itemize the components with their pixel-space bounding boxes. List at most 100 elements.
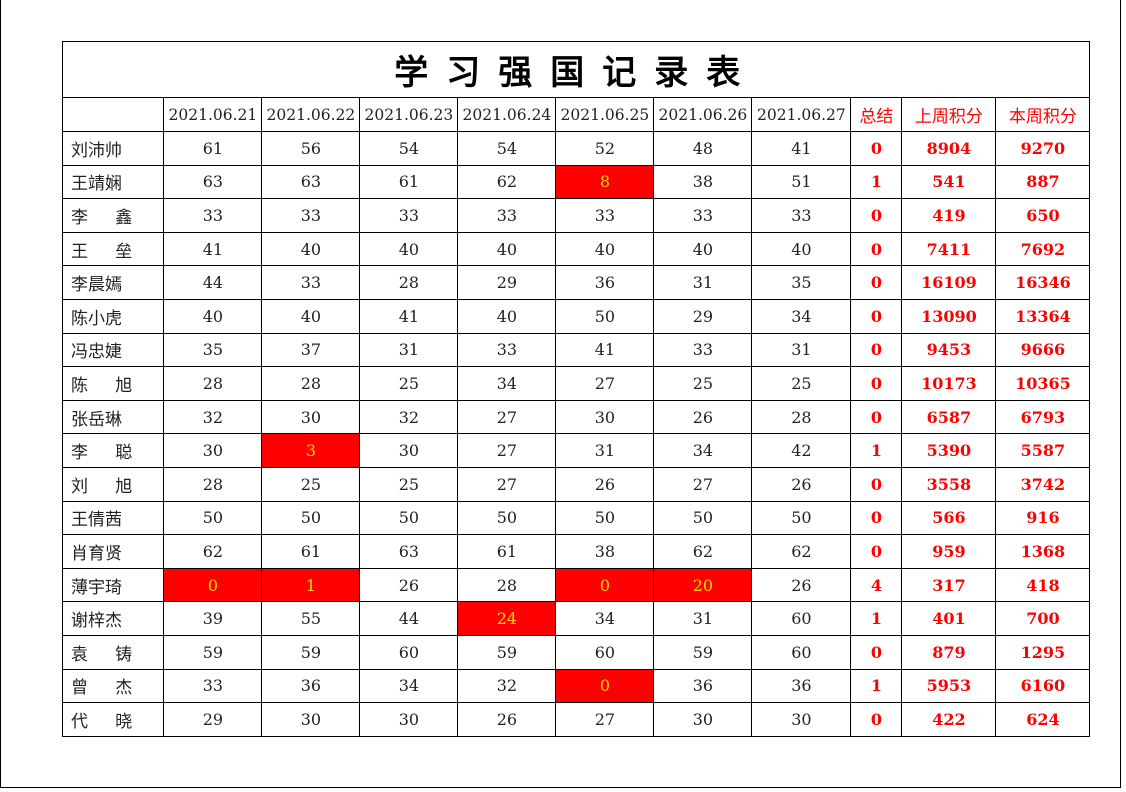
name-cell: 刘旭 — [61, 466, 165, 502]
name-cell: 代晓 — [61, 702, 165, 737]
score-cell: 36 — [751, 668, 852, 704]
score-cell: 26 — [653, 399, 753, 435]
score-cell: 3 — [261, 433, 361, 468]
score-cell: 1 — [261, 567, 361, 603]
score-cell: 41 — [163, 231, 263, 267]
score-cell: 50 — [653, 500, 753, 536]
score-cell: 32 — [359, 399, 459, 435]
score-cell: 48 — [653, 131, 753, 166]
name-text: 刘沛帅 — [71, 140, 122, 161]
score-cell: 33 — [653, 198, 753, 233]
table-row: 代晓 29 30 30 26 27 30 30 0 422 624 — [61, 702, 1091, 737]
table-row: 刘旭 28 25 25 27 26 27 26 0 3558 3742 — [61, 466, 1091, 502]
summary-cell: 0 — [850, 702, 903, 737]
score-cell: 56 — [261, 131, 361, 166]
last-week-points: 5390 — [901, 433, 997, 468]
table-row: 王倩茜 50 50 50 50 50 50 50 0 566 916 — [61, 500, 1091, 536]
score-cell: 54 — [457, 131, 557, 166]
score-cell: 32 — [457, 668, 557, 704]
score-cell: 28 — [359, 265, 459, 300]
score-cell: 35 — [163, 332, 263, 368]
name-text: 谢梓杰 — [71, 611, 122, 632]
this-week-points: 6160 — [995, 668, 1091, 704]
this-week-points: 624 — [995, 702, 1091, 737]
score-cell: 63 — [261, 164, 361, 200]
score-cell: 25 — [751, 366, 852, 401]
last-week-points: 419 — [901, 198, 997, 233]
score-cell: 34 — [359, 668, 459, 704]
score-cell: 24 — [457, 601, 557, 636]
summary-cell: 0 — [850, 198, 903, 233]
name-cell: 刘沛帅 — [61, 131, 165, 166]
score-cell: 27 — [457, 399, 557, 435]
table-row: 李鑫 33 33 33 33 33 33 33 0 419 650 — [61, 198, 1091, 233]
last-week-points: 3558 — [901, 466, 997, 502]
score-cell: 40 — [261, 298, 361, 334]
score-cell: 27 — [457, 433, 557, 468]
score-cell: 33 — [163, 668, 263, 704]
header-date: 2021.06.22 — [261, 97, 361, 132]
summary-cell: 1 — [850, 668, 903, 704]
last-week-points: 959 — [901, 534, 997, 569]
score-cell: 50 — [163, 500, 263, 536]
score-cell: 55 — [261, 601, 361, 636]
name-cell: 李晨嫣 — [61, 265, 165, 300]
name-cell: 陈小虎 — [61, 298, 165, 334]
name-text: 张岳琳 — [71, 409, 122, 430]
score-cell: 30 — [359, 702, 459, 737]
name-cell: 张岳琳 — [61, 399, 165, 435]
table-row: 刘沛帅 61 56 54 54 52 48 41 0 8904 9270 — [61, 131, 1091, 166]
score-cell: 27 — [555, 702, 655, 737]
score-cell: 28 — [163, 466, 263, 502]
score-cell: 34 — [457, 366, 557, 401]
this-week-points: 13364 — [995, 298, 1091, 334]
score-cell: 41 — [555, 332, 655, 368]
this-week-points: 5587 — [995, 433, 1091, 468]
summary-cell: 1 — [850, 164, 903, 200]
score-cell: 40 — [359, 231, 459, 267]
score-cell: 30 — [359, 433, 459, 468]
name-cell: 王靖娴 — [61, 164, 165, 200]
last-week-points: 566 — [901, 500, 997, 536]
this-week-points: 9270 — [995, 131, 1091, 166]
score-cell: 61 — [457, 534, 557, 569]
name-text: 袁铸 — [71, 644, 160, 665]
name-text: 陈小虎 — [71, 308, 122, 329]
summary-cell: 0 — [850, 231, 903, 267]
score-cell: 38 — [653, 164, 753, 200]
score-cell: 51 — [751, 164, 852, 200]
name-cell: 谢梓杰 — [61, 601, 165, 636]
score-cell: 59 — [163, 634, 263, 670]
score-cell: 36 — [653, 668, 753, 704]
score-cell: 27 — [555, 366, 655, 401]
name-cell: 李鑫 — [61, 198, 165, 233]
name-cell: 李聪 — [61, 433, 165, 468]
score-cell: 60 — [751, 601, 852, 636]
header-date: 2021.06.25 — [555, 97, 655, 132]
score-cell: 27 — [457, 466, 557, 502]
score-cell: 41 — [359, 298, 459, 334]
score-cell: 31 — [751, 332, 852, 368]
score-cell: 33 — [555, 198, 655, 233]
table-row: 袁铸 59 59 60 59 60 59 60 0 879 1295 — [61, 634, 1091, 670]
score-cell: 33 — [359, 198, 459, 233]
last-week-points: 8904 — [901, 131, 997, 166]
score-cell: 28 — [457, 567, 557, 603]
score-cell: 42 — [751, 433, 852, 468]
score-cell: 59 — [457, 634, 557, 670]
score-cell: 44 — [359, 601, 459, 636]
name-cell: 王倩茜 — [61, 500, 165, 536]
summary-cell: 1 — [850, 601, 903, 636]
score-cell: 29 — [653, 298, 753, 334]
header-last-week: 上周积分 — [901, 97, 997, 132]
header-row: 2021.06.21 2021.06.22 2021.06.23 2021.06… — [61, 97, 1091, 132]
score-cell: 37 — [261, 332, 361, 368]
score-cell: 40 — [555, 231, 655, 267]
score-cell: 33 — [751, 198, 852, 233]
score-cell: 62 — [751, 534, 852, 569]
table-row: 陈旭 28 28 25 34 27 25 25 0 10173 10365 — [61, 366, 1091, 401]
this-week-points: 916 — [995, 500, 1091, 536]
summary-cell: 0 — [850, 399, 903, 435]
score-cell: 59 — [261, 634, 361, 670]
table-row: 谢梓杰 39 55 44 24 34 31 60 1 401 700 — [61, 601, 1091, 636]
